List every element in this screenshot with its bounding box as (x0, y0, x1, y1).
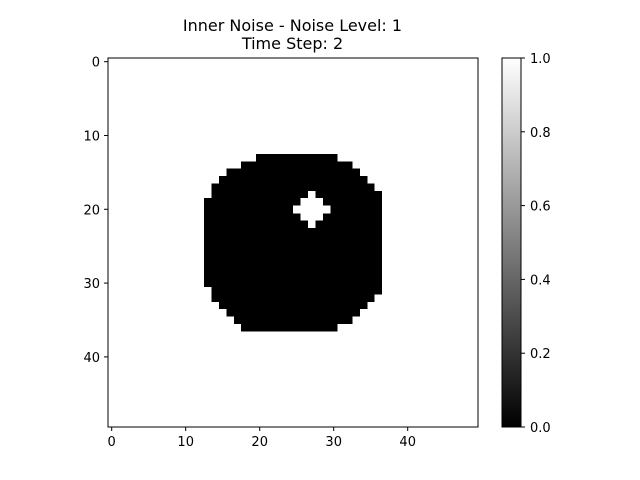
colorbar-tick-label: 1.0 (530, 52, 551, 67)
y-tick-label: 30 (83, 277, 100, 292)
heatmap-cell-row (204, 227, 383, 236)
heatmap-hole-row (293, 205, 331, 214)
heatmap-cell-row (226, 168, 360, 177)
y-tick-label: 10 (83, 129, 100, 144)
colorbar-tick-label: 0.8 (530, 126, 551, 141)
colorbar-tick-label: 0.2 (530, 347, 551, 362)
axes: 0 10 20 30 40 0 10 20 30 40 (83, 56, 479, 450)
plot-frame (107, 57, 479, 428)
heatmap-cell-row (204, 264, 383, 273)
colorbar-tick-label: 0.0 (530, 421, 551, 436)
y-tick-label: 40 (83, 351, 100, 366)
heatmap-hole-row (307, 220, 316, 229)
heatmap-cell-row (204, 249, 383, 258)
heatmap-cell-row (241, 161, 353, 169)
chart-title: Inner Noise - Noise Level: 1 (182, 16, 403, 35)
heatmap-cell-row (233, 316, 353, 324)
heatmap-hole-row (300, 198, 323, 206)
y-tick-label: 0 (92, 56, 100, 71)
heatmap-cell-row (204, 235, 383, 243)
heatmap-cell-row (241, 323, 338, 332)
heatmap-cell-row (204, 242, 383, 251)
heatmap-cell-row (204, 198, 383, 206)
colorbar-gradient (502, 58, 521, 427)
x-tick-label: 40 (399, 435, 416, 450)
heatmap-cell-row (204, 212, 383, 221)
heatmap-hole-row (300, 212, 323, 221)
heatmap-cell-row (211, 183, 375, 192)
heatmap-cell-row (219, 176, 368, 184)
heatmap-cell-row (211, 190, 383, 199)
heatmap-cell-row (226, 308, 360, 317)
heatmap-cell-row (204, 220, 383, 229)
colorbar: 0.0 0.2 0.4 0.6 0.8 1.0 (501, 52, 551, 436)
x-tick-label: 20 (251, 435, 268, 450)
plot-area (108, 58, 478, 427)
colorbar-tick-label: 0.4 (530, 273, 551, 288)
heatmap-cell-row (256, 153, 338, 162)
heatmap-cell-row (219, 301, 368, 310)
chart-subtitle: Time Step: 2 (241, 34, 344, 53)
heatmap-cell-row (211, 286, 383, 295)
heatmap-cell-row (211, 294, 375, 302)
heatmap-cell-row (204, 257, 383, 265)
heatmap-cell-row (204, 272, 383, 280)
colorbar-frame (501, 57, 522, 428)
x-tick-label: 10 (177, 435, 194, 450)
heatmap-cell-row (204, 279, 383, 288)
y-tick-label: 20 (83, 203, 100, 218)
colorbar-tick-label: 0.6 (530, 200, 551, 215)
x-tick-label: 0 (108, 435, 116, 450)
x-tick-label: 30 (325, 435, 342, 450)
heatmap-hole-row (307, 190, 316, 199)
